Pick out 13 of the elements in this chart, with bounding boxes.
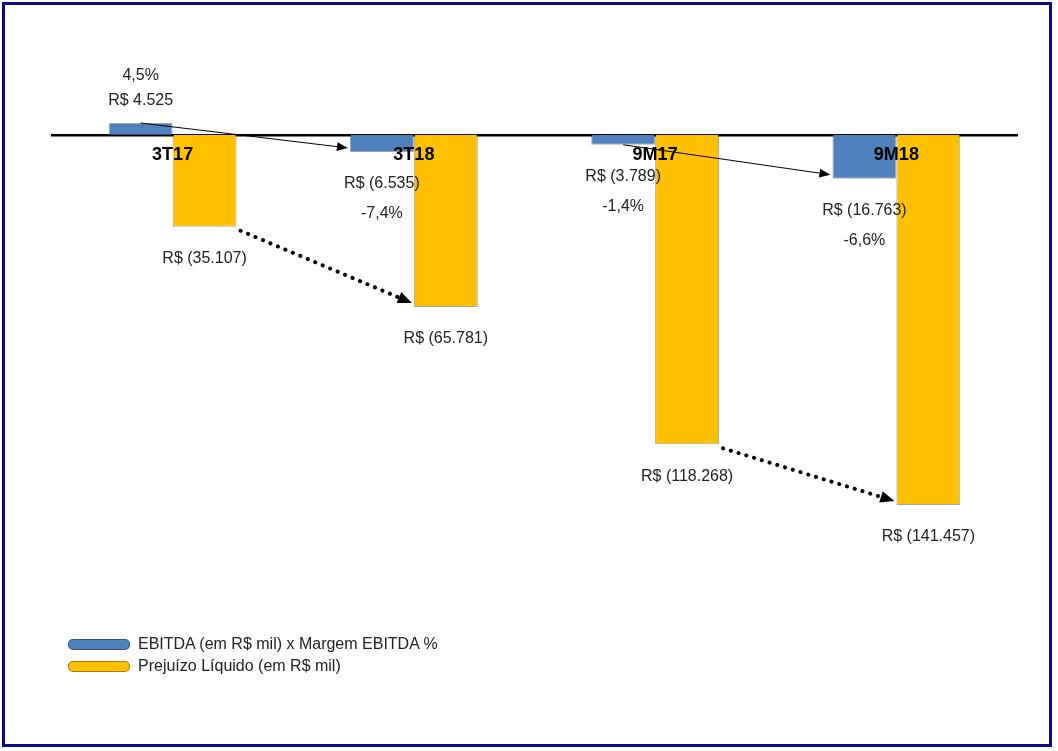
annotation: -1,4% — [602, 197, 645, 215]
data-label: R$ (65.781) — [403, 329, 489, 347]
annotation: -7,4% — [361, 204, 403, 222]
annotation: -6,6% — [843, 231, 886, 249]
data-label: R$ 4.525 — [108, 91, 174, 109]
text: 4,5% — [122, 66, 159, 84]
x-tick-label: 3T18 — [393, 143, 435, 164]
legend-label: Prejuízo Líquido (em R$ mil) — [138, 657, 341, 675]
legend-label: EBITDA (em R$ mil) x Margem EBITDA % — [138, 635, 438, 653]
data-label: R$ (35.107) — [162, 249, 247, 267]
x-tick-label: 9M18 — [873, 143, 919, 164]
data-label: R$ (118.268) — [640, 466, 734, 484]
data-label: R$ (141.457) — [881, 527, 976, 545]
